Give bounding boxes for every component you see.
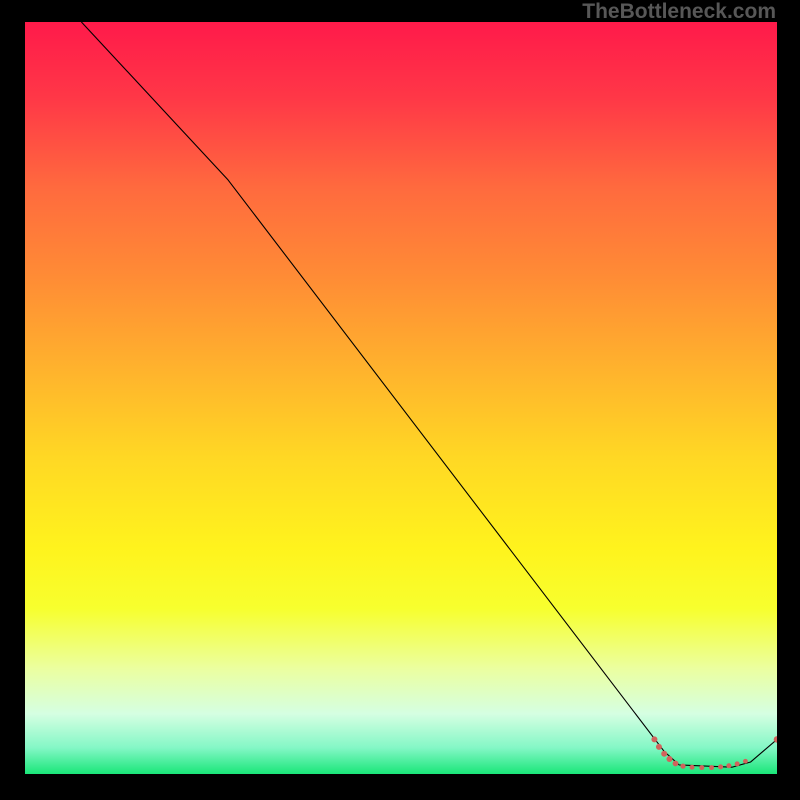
highlight-dot bbox=[699, 765, 704, 770]
highlight-dot bbox=[735, 761, 740, 766]
highlight-dot bbox=[743, 759, 748, 764]
highlight-dot bbox=[709, 765, 714, 770]
highlight-dot bbox=[680, 764, 685, 769]
highlight-dot bbox=[666, 756, 672, 762]
gradient-background bbox=[25, 22, 777, 774]
chart-plot-area bbox=[25, 22, 777, 774]
chart-svg bbox=[25, 22, 777, 774]
highlight-dot bbox=[718, 764, 723, 769]
highlight-dot bbox=[651, 736, 657, 742]
highlight-dot bbox=[656, 744, 662, 750]
highlight-dot bbox=[726, 763, 731, 768]
attribution-label: TheBottleneck.com bbox=[582, 0, 776, 24]
highlight-dot bbox=[661, 751, 667, 757]
highlight-dot bbox=[690, 765, 695, 770]
highlight-dot bbox=[673, 761, 679, 767]
